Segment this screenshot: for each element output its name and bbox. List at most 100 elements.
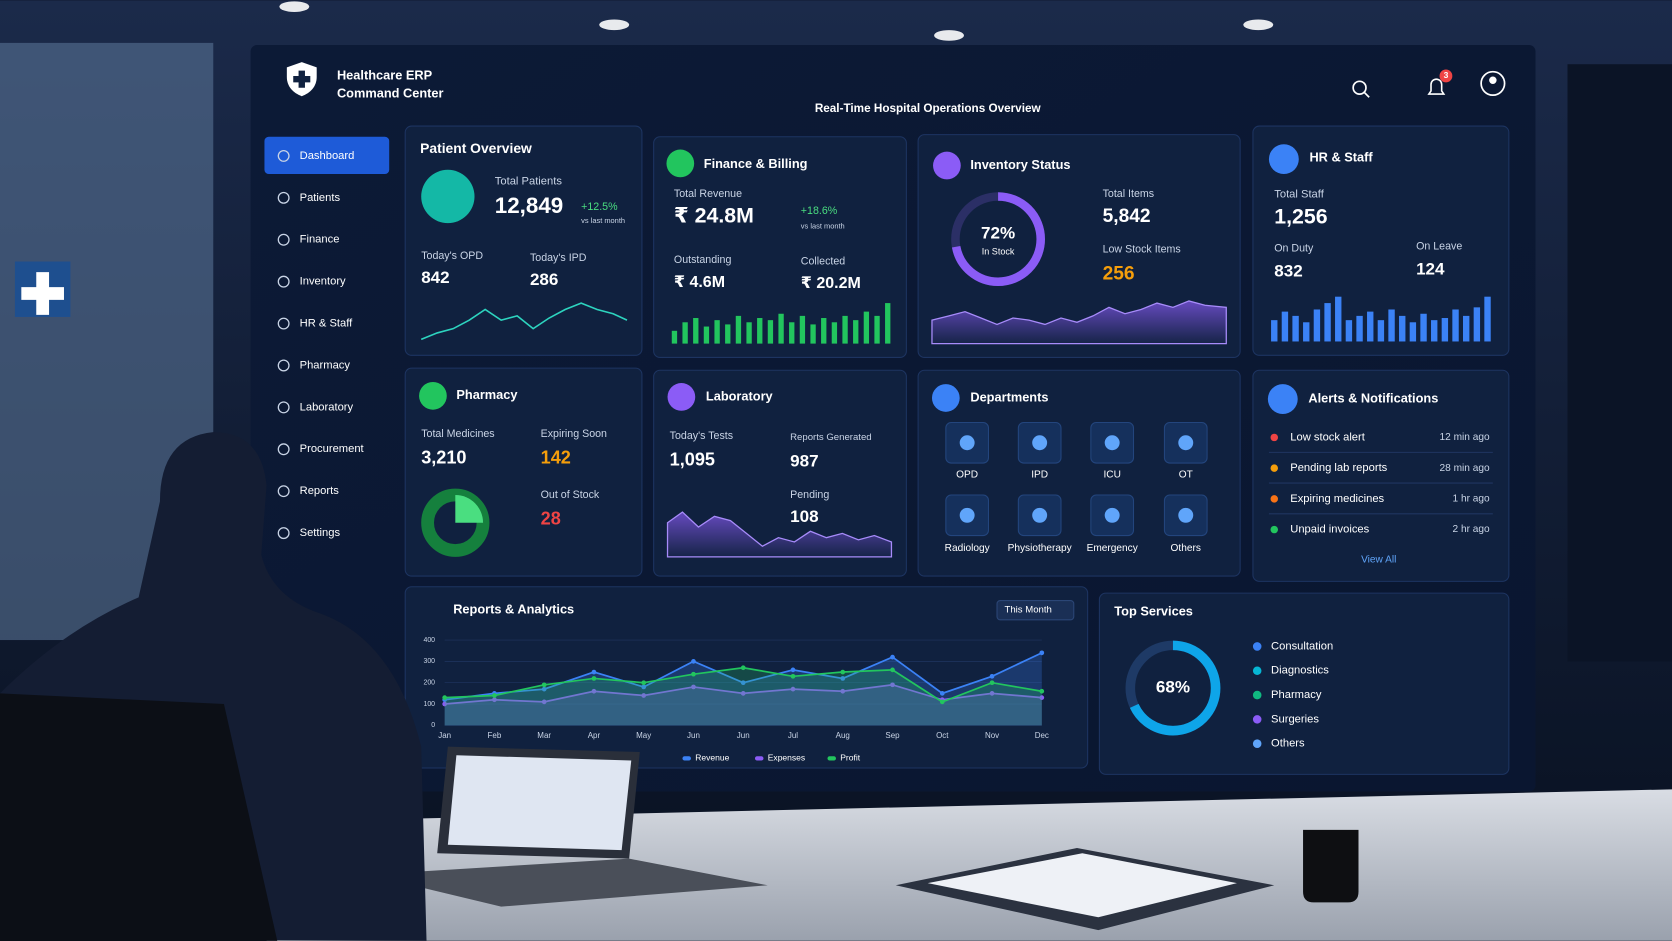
patient-icon [421, 169, 475, 224]
label: Low Stock Items [1103, 244, 1181, 256]
x-tick-label: Aug [836, 731, 850, 740]
x-tick-label: Mar [537, 731, 551, 740]
x-tick-label: Apr [588, 731, 601, 740]
alert-time: 28 min ago [1440, 463, 1490, 474]
y-tick-label: 400 [423, 637, 435, 644]
bar-sparkline [1271, 296, 1491, 342]
view-all-link[interactable]: View All [1361, 555, 1396, 566]
metric: 842 [421, 268, 449, 287]
app-title: Healthcare ERP [337, 67, 433, 82]
sidebar-active[interactable] [264, 136, 390, 175]
nav-item[interactable]: Patients [300, 192, 341, 204]
ceiling-light [1243, 19, 1274, 31]
legend-label: Expenses [768, 753, 805, 763]
nav-item[interactable]: Settings [300, 527, 341, 539]
card-title: Pharmacy [456, 387, 518, 402]
filter-dropdown[interactable] [996, 600, 1075, 621]
label: Total Revenue [674, 188, 742, 200]
profile-icon [1489, 76, 1497, 84]
metric: 28 [541, 508, 561, 528]
x-tick-label: Feb [488, 731, 502, 740]
department-label: ICU [1103, 469, 1120, 480]
cross-icon [21, 272, 64, 315]
series-point [1039, 695, 1045, 700]
nav-item[interactable]: Laboratory [300, 401, 354, 413]
bar-sparkline [671, 303, 891, 344]
metric: 142 [541, 448, 571, 468]
series-point [840, 676, 846, 681]
alert-dot [1270, 495, 1278, 503]
legend-swatch [682, 756, 691, 761]
series-point [691, 659, 696, 664]
series-point [939, 699, 945, 705]
filter-label: This Month [1004, 605, 1051, 616]
legend-label: Revenue [695, 753, 729, 763]
label: +18.6% [801, 205, 838, 217]
x-tick-label: Dec [1035, 731, 1049, 740]
legend-label: Others [1271, 738, 1305, 750]
nav-item[interactable]: Dashboard [300, 150, 355, 162]
series-point [492, 697, 497, 703]
metric: 12,849 [495, 193, 563, 218]
card-title: Patient Overview [420, 140, 532, 156]
legend-dot [1252, 739, 1262, 748]
nav-item[interactable]: Reports [300, 485, 340, 497]
label: On Duty [1274, 243, 1314, 255]
nav-item[interactable]: Pharmacy [300, 359, 351, 371]
card [1252, 125, 1510, 356]
profile-icon[interactable] [1480, 70, 1506, 97]
alert-time: 2 hr ago [1453, 524, 1491, 535]
legend-dot [1252, 642, 1262, 651]
series-point [541, 699, 547, 705]
department-label: OT [1179, 469, 1193, 480]
metric: 5,842 [1103, 206, 1151, 227]
series-point [740, 665, 746, 671]
pharmacy-icon [419, 381, 447, 410]
card-title: Laboratory [706, 388, 774, 403]
nav-item[interactable]: HR & Staff [300, 318, 354, 330]
alert-dot [1270, 464, 1278, 472]
label: Total Patients [495, 175, 563, 187]
nav-item[interactable]: Inventory [300, 276, 346, 288]
label: Pending [790, 489, 829, 501]
department-icon [959, 507, 975, 523]
nav-icon [277, 149, 290, 162]
legend-label: Pharmacy [1271, 689, 1322, 701]
nav-item[interactable]: Finance [300, 234, 340, 246]
series-point [1039, 688, 1045, 694]
department-icon [1178, 507, 1194, 523]
card [917, 369, 1241, 577]
card-title: Departments [970, 389, 1048, 404]
label: vs last month [581, 216, 625, 225]
series-point [840, 669, 846, 675]
label: On Leave [1416, 240, 1462, 252]
laptop-base [367, 858, 768, 907]
series-point [591, 676, 597, 681]
label: Reports Generated [790, 432, 871, 443]
bell-icon[interactable] [1427, 78, 1446, 95]
y-tick-label: 200 [423, 680, 435, 687]
department-icon [1104, 507, 1120, 523]
x-tick-label: Oct [936, 731, 949, 740]
series-point [989, 673, 995, 679]
metric: 108 [790, 507, 818, 526]
department-label: IPD [1031, 469, 1048, 480]
x-tick-label: Nov [985, 731, 999, 740]
nav-icon [277, 485, 290, 498]
metric: 286 [530, 270, 558, 289]
nav-icon [277, 191, 290, 204]
legend-dot [1252, 690, 1262, 700]
nav-icon [277, 401, 290, 414]
department-label: Others [1171, 543, 1201, 554]
alert-text: Unpaid invoices [1290, 524, 1369, 536]
metric: 1,256 [1274, 204, 1327, 228]
alert-time: 12 min ago [1440, 432, 1490, 443]
sparkline [931, 300, 1227, 345]
search-icon[interactable] [1352, 80, 1367, 95]
ceiling-light [599, 19, 630, 31]
nav-item[interactable]: Procurement [300, 443, 365, 455]
paper [927, 853, 1237, 918]
laptop-display [447, 755, 632, 851]
departments-icon [931, 384, 960, 412]
card-title: HR & Staff [1309, 149, 1373, 164]
